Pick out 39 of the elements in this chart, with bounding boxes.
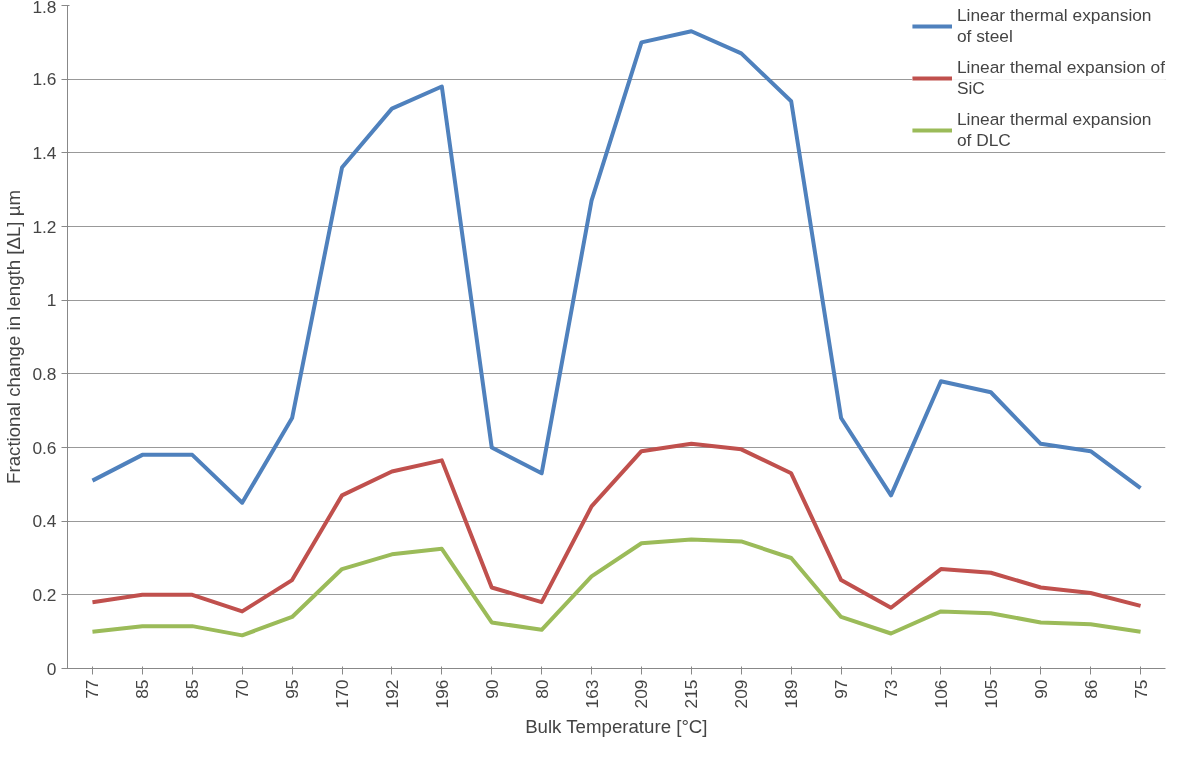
x-tick-label: 209 <box>631 679 652 709</box>
x-tick-label: 106 <box>930 679 951 709</box>
x-tick-label: 97 <box>831 679 852 699</box>
y-axis-title: Fractional change in length [ΔL] µm <box>3 190 25 484</box>
x-tick-label: 189 <box>781 679 802 709</box>
y-tick-label: 1 <box>46 290 57 311</box>
x-tick-label: 163 <box>581 679 602 709</box>
x-tick-label: 80 <box>531 679 552 699</box>
y-tick-label: 0.8 <box>32 363 57 384</box>
x-tick-label: 73 <box>881 679 901 699</box>
y-tick-label: 1.6 <box>32 69 57 90</box>
x-tick-label: 90 <box>481 679 502 699</box>
y-tick-label: 1.4 <box>32 142 57 163</box>
y-tick-label: 0.6 <box>32 437 57 458</box>
x-tick-label: 77 <box>82 679 103 699</box>
line-series <box>90 441 1143 614</box>
x-tick-label: 85 <box>132 679 153 699</box>
x-tick-label: 170 <box>332 679 352 709</box>
line-series <box>90 537 1143 638</box>
x-tick-label: 215 <box>681 679 702 709</box>
legend-label: Linear thermal expansion of DLC <box>956 109 1152 151</box>
x-tick-label: 95 <box>282 679 303 699</box>
x-tick-label: 85 <box>182 679 203 699</box>
y-tick-label: 0.2 <box>32 584 57 605</box>
y-tick-label: 1.8 <box>32 0 57 17</box>
legend-label: Linear themal expansion of SiC <box>956 57 1165 99</box>
x-tick-label: 105 <box>980 679 1001 709</box>
x-tick-label: 86 <box>1080 679 1101 699</box>
x-tick-label: 90 <box>1030 679 1051 699</box>
x-tick-label: 75 <box>1130 679 1151 699</box>
x-tick-label: 209 <box>731 679 752 709</box>
legend-label: Linear thermal expansion of steel <box>956 5 1152 47</box>
y-tick-label: 0 <box>46 658 57 679</box>
x-axis-title: Bulk Temperature [°C] <box>525 716 708 738</box>
x-tick-label: 70 <box>232 679 253 699</box>
y-tick-label: 1.2 <box>32 216 57 237</box>
x-tick-label: 192 <box>381 679 402 709</box>
y-tick-label: 0.4 <box>32 511 57 532</box>
x-tick-label: 196 <box>431 679 452 709</box>
